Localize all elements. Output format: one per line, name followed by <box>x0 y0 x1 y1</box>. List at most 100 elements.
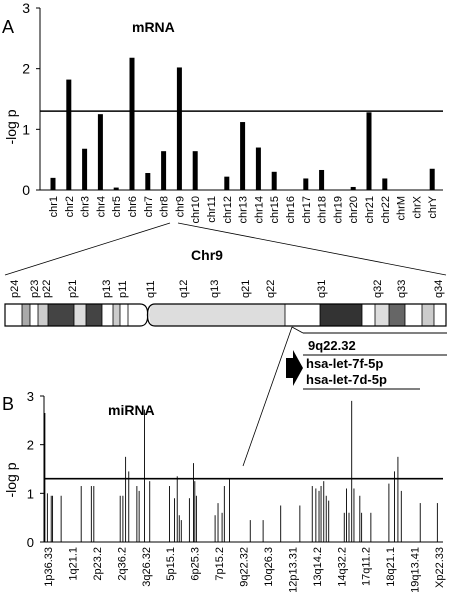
mirna-x-tick-label: Xp22.33 <box>434 547 446 588</box>
mrna-bar <box>240 122 246 190</box>
chr9-band <box>120 304 128 326</box>
chr9-band-label: q31 <box>316 280 328 298</box>
chr9-band <box>155 304 285 326</box>
mrna-x-tick-label: chr11 <box>206 196 218 223</box>
mrna-bar <box>224 176 230 190</box>
mrna-bar <box>366 112 372 190</box>
mrna-bar <box>303 178 309 190</box>
chr9-band-label: q32 <box>372 280 384 298</box>
mirna-x-tick-label: 2q36.2 <box>116 547 128 581</box>
chr9-band-label: p13 <box>101 280 113 298</box>
mrna-x-tick-label: chr7 <box>143 196 155 217</box>
mrna-bar <box>82 148 88 190</box>
mrna-bar <box>382 178 388 190</box>
mirna-x-tick-label: 14q32.2 <box>336 547 348 587</box>
mrna-bar <box>271 171 277 190</box>
chr9-band-label: p23 <box>29 280 41 298</box>
mrna-bar <box>192 151 198 190</box>
chr9-band <box>405 304 422 326</box>
mrna-x-tick-label: chr22 <box>380 196 392 224</box>
mrna-x-tick-label: chr8 <box>159 196 171 217</box>
mrna-x-tick-label: chrY <box>427 195 439 218</box>
mrna-x-tick-label: chr10 <box>190 196 202 224</box>
mirna-y-tick-label: 2 <box>27 438 34 453</box>
mrna-bar <box>66 79 72 190</box>
mirna-x-tick-label: 13q14.2 <box>312 547 324 587</box>
mirna-y-axis-label: -log p <box>3 462 19 497</box>
mrna-x-tick-label: chr17 <box>301 196 313 224</box>
mrna-x-tick-label: chr13 <box>238 196 250 224</box>
mirna-x-tick-label: 1p36.33 <box>43 547 55 587</box>
mirna-x-tick-label: 12p13.31 <box>287 547 299 593</box>
mrna-x-tick-label: chr14 <box>253 196 265 224</box>
mrna-bar <box>429 168 435 190</box>
chr9-band-label: q33 <box>396 280 408 298</box>
mirna-x-tick-label: 2p23.2 <box>92 547 104 581</box>
zoom-lines <box>4 222 447 467</box>
mrna-bar-chart: 0 1 2 3 chr1 chr2 chr3 chr4 chr5 chr6 chr7 chr8 chr9… <box>22 0 443 224</box>
mirna-x-tick-label: 10q26.3 <box>263 547 275 587</box>
arrow-icon <box>286 350 303 386</box>
mrna-bar <box>129 57 135 190</box>
mrna-x-tick-label: chrX <box>411 195 423 218</box>
chr9-band <box>48 304 74 326</box>
callout-region: 9q22.32 <box>308 338 356 353</box>
panel-b-letter: B <box>2 394 14 414</box>
chr9-band <box>102 304 113 326</box>
mrna-x-tick-label: chr4 <box>95 196 107 217</box>
panel-a-letter: A <box>2 17 14 37</box>
callout: 9q22.32 hsa-let-7f-5p hsa-let-7d-5p <box>286 332 447 390</box>
mrna-bar <box>113 187 119 190</box>
mirna-y-tick-label: 0 <box>27 535 34 550</box>
chr9-q-arm-outline <box>146 303 447 327</box>
callout-mirna-2: hsa-let-7d-5p <box>306 372 387 387</box>
chr9-band <box>74 304 86 326</box>
mrna-x-tick-label: chr21 <box>364 196 376 224</box>
mrna-y-tick-label: 1 <box>22 121 30 137</box>
mrna-bar <box>350 186 356 190</box>
chr9-band <box>30 304 38 326</box>
band-labels: p24 p23 p22 p21 p13 p11 q11 q12 q13 q21 q22 q31 q32 q… <box>9 280 445 298</box>
mirna-bar-chart: 0 1 2 3 1p36.33 1q21.1 2p23.2 2q36.2 3q26.32 5p15… <box>27 389 446 593</box>
mrna-bar <box>255 147 261 190</box>
mirna-x-tick-label: 5p15.1 <box>165 547 177 581</box>
chr9-band <box>422 304 434 326</box>
chr9-band-label: p21 <box>67 280 79 298</box>
callout-mirna-1: hsa-let-7f-5p <box>306 356 383 371</box>
chr9-band <box>5 304 22 326</box>
chr9-band <box>375 304 389 326</box>
chr9-band-label: q11 <box>145 280 157 298</box>
chr9-title: Chr9 <box>191 247 223 263</box>
mirna-x-tick-label: 6p25.3 <box>190 547 202 581</box>
mrna-bar <box>176 67 182 190</box>
mrna-x-tick-label: chr2 <box>64 196 76 217</box>
mrna-y-tick-label: 0 <box>22 182 30 198</box>
mirna-y-tick-label: 1 <box>27 486 34 501</box>
mrna-x-tick-label: chr9 <box>174 196 186 217</box>
chr9-band-label: q21 <box>240 280 252 298</box>
chr9-band <box>285 304 320 326</box>
mirna-x-tick-label: 3q26.32 <box>141 547 153 587</box>
chr9-band-label: q22 <box>265 280 277 298</box>
mrna-x-tick-label: chr6 <box>127 196 139 217</box>
mrna-x-tick-label: chr5 <box>111 196 123 217</box>
mirna-x-tick-label: 7p15.2 <box>214 547 226 581</box>
chr9-band-label: q13 <box>209 280 221 298</box>
chr9-band <box>113 304 120 326</box>
mrna-x-tick-label: chrM <box>396 196 408 220</box>
mirna-x-tick-label: 1q21.1 <box>67 547 79 581</box>
mrna-chart-title: mRNA <box>132 19 175 35</box>
chr9-band <box>38 304 48 326</box>
chr9-band <box>128 304 140 326</box>
chr9-band <box>22 304 30 326</box>
mrna-bar <box>97 114 103 190</box>
mirna-x-tick-label: 18q21.1 <box>385 547 397 587</box>
chr9-band-label: q12 <box>178 280 190 298</box>
chr9-band <box>320 304 362 326</box>
chr9-band <box>86 304 102 326</box>
mrna-bar <box>50 177 56 190</box>
mirna-y-tick-label: 3 <box>27 389 34 404</box>
mrna-y-tick-label: 3 <box>22 0 30 16</box>
mrna-y-tick-label: 2 <box>22 61 30 77</box>
mrna-x-tick-label: chr19 <box>332 196 344 224</box>
